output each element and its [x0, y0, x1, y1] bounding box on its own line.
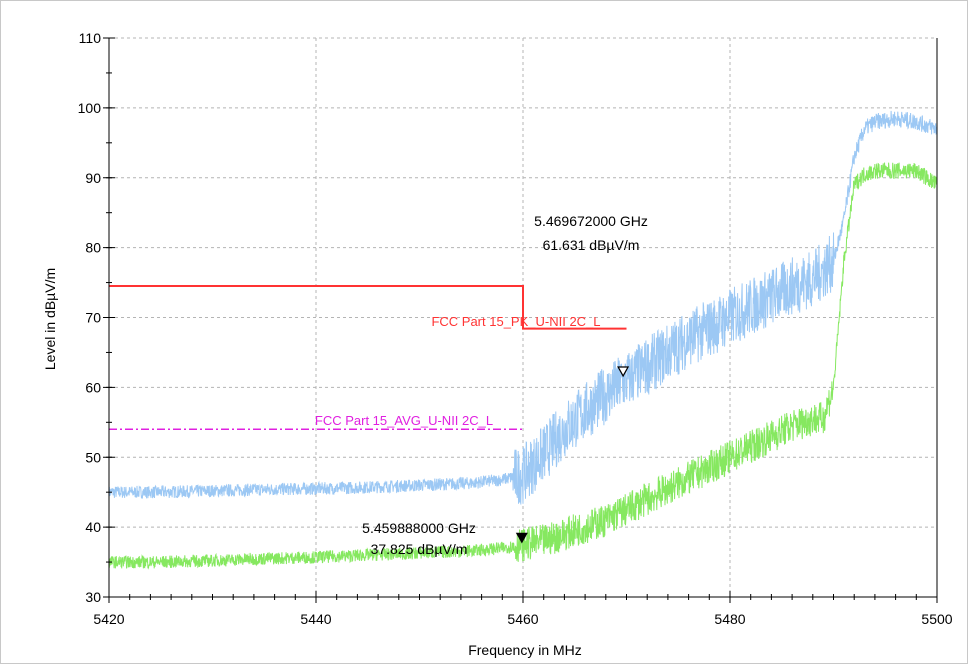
axes: 5420 5440 5460 5480 5500 30 40 50 60 70 80 90 100 110 — [78, 30, 953, 627]
y-tick-label: 50 — [85, 449, 101, 465]
y-tick-label: 110 — [79, 30, 102, 46]
y-axis-label: Level in dBµV/m — [42, 268, 58, 370]
marker-frequency-label: 5.459888000 GHz — [362, 520, 476, 536]
y-tick-label: 60 — [85, 379, 101, 395]
marker-level-label: 61.631 dBµV/m — [543, 237, 640, 253]
x-tick-label: 5480 — [714, 611, 745, 627]
x-tick-label: 5440 — [300, 611, 331, 627]
x-tick-label: 5500 — [921, 611, 952, 627]
limit-lines: FCC Part 15_PK_U-NII 2C_L FCC Part 15_AVG… — [109, 285, 627, 431]
x-tick-label: 5460 — [507, 611, 538, 627]
trace-line — [108, 110, 938, 505]
marker-triangle — [515, 532, 528, 544]
marker-triangle — [617, 366, 630, 378]
y-tick-label: 100 — [78, 100, 102, 116]
y-tick-label: 70 — [85, 310, 101, 326]
x-axis-label: Frequency in MHz — [468, 642, 582, 658]
x-tick-label: 5420 — [93, 611, 124, 627]
annotations: 5.469672000 GHz 61.631 dBµV/m 5.459888000 … — [362, 213, 648, 557]
y-tick-label: 30 — [85, 589, 101, 605]
y-tick-label: 80 — [85, 240, 101, 256]
y-tick-label: 40 — [85, 519, 101, 535]
marker-level-label: 37.825 dBµV/m — [371, 541, 468, 557]
marker-frequency-label: 5.469672000 GHz — [534, 213, 648, 229]
limit-line-label: FCC Part 15_PK_U-NII 2C_L — [431, 314, 600, 329]
limit-line — [109, 285, 627, 330]
limit-line-label: FCC Part 15_AVG_U-NII 2C_L — [315, 413, 493, 428]
y-tick-label: 90 — [85, 170, 101, 186]
